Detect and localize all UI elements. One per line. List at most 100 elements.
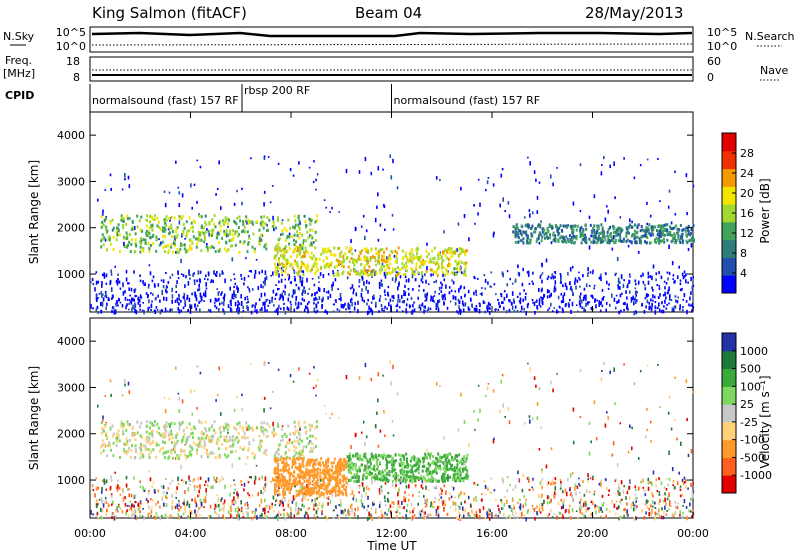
data-cell <box>314 246 317 250</box>
scatter-point <box>124 296 127 301</box>
scatter-point <box>153 283 156 288</box>
scatter-point <box>277 307 279 311</box>
scatter-point <box>508 514 511 518</box>
data-cell <box>140 446 143 450</box>
scatter-point <box>225 440 228 444</box>
data-cell <box>280 270 283 274</box>
scatter-point <box>656 284 659 287</box>
freq-label-2: [MHz] <box>3 67 35 80</box>
scatter-point <box>437 299 439 304</box>
scatter-point <box>124 383 126 387</box>
scatter-point <box>608 489 610 492</box>
data-cell <box>540 239 543 243</box>
data-cell <box>620 229 623 233</box>
data-cell <box>311 257 314 261</box>
data-cell <box>565 235 568 239</box>
data-cell <box>100 245 103 249</box>
data-cell <box>415 267 418 271</box>
scatter-point <box>585 283 588 288</box>
data-cell <box>158 226 161 229</box>
scatter-point <box>546 295 549 299</box>
data-cell <box>170 226 173 230</box>
scatter-point <box>221 291 223 294</box>
scatter-point <box>499 409 501 414</box>
data-cell <box>289 255 292 259</box>
scatter-point <box>154 297 157 301</box>
data-cell <box>148 247 151 251</box>
scatter-point <box>600 171 603 176</box>
data-cell <box>188 422 191 426</box>
scatter-point <box>527 362 529 365</box>
scatter-point <box>367 495 369 500</box>
data-cell <box>120 214 123 218</box>
data-cell <box>345 246 348 250</box>
scatter-point <box>580 498 582 502</box>
scatter-point <box>635 500 637 503</box>
data-cell <box>381 254 384 258</box>
data-cell <box>312 264 315 268</box>
data-cell <box>382 258 385 262</box>
scatter-point <box>674 485 676 490</box>
data-cell <box>134 242 137 245</box>
scatter-point <box>578 477 580 480</box>
scatter-point <box>546 289 549 294</box>
scatter-point <box>552 310 554 313</box>
scatter-point <box>307 292 309 295</box>
scatter-point <box>691 509 694 514</box>
scatter-point <box>133 513 136 517</box>
scatter-point <box>398 512 401 515</box>
data-cell <box>180 448 182 452</box>
scatter-point <box>363 299 365 303</box>
scatter-point <box>394 486 397 489</box>
scatter-point <box>552 275 555 280</box>
scatter-point <box>147 285 150 289</box>
scatter-point <box>691 288 694 293</box>
data-cell <box>322 259 325 263</box>
data-cell <box>554 237 557 240</box>
scatter-point <box>423 495 425 498</box>
scatter-point <box>264 511 266 515</box>
data-cell <box>262 432 265 436</box>
data-cell <box>190 453 193 457</box>
scatter-point <box>242 305 244 309</box>
scatter-point <box>476 513 478 518</box>
scatter-point <box>175 496 177 499</box>
data-cell <box>193 426 196 430</box>
scatter-point <box>220 499 222 502</box>
scatter-point <box>237 300 239 304</box>
scatter-point <box>125 277 128 282</box>
data-cell <box>116 226 118 230</box>
data-cell <box>192 229 194 233</box>
scatter-point <box>541 287 543 292</box>
data-cell <box>168 422 171 426</box>
scatter-point <box>177 186 180 189</box>
nsearch-tick-high: 10^5 <box>707 26 737 39</box>
data-cell <box>678 228 681 232</box>
scatter-point <box>231 295 233 300</box>
scatter-point <box>178 504 180 507</box>
scatter-point <box>512 488 514 491</box>
scatter-point <box>390 514 392 519</box>
scatter-point <box>124 177 126 181</box>
scatter-point <box>168 191 171 194</box>
scatter-point <box>271 185 274 187</box>
scatter-point <box>265 299 267 303</box>
data-cell <box>460 251 463 255</box>
data-cell <box>230 450 232 454</box>
scatter-point <box>171 308 173 312</box>
scatter-point <box>384 500 386 502</box>
scatter-point <box>263 280 266 285</box>
data-cell <box>673 237 676 241</box>
scatter-point <box>148 505 150 510</box>
scatter-point <box>327 273 330 276</box>
data-cell <box>101 426 104 430</box>
scatter-point <box>570 309 572 314</box>
data-cell <box>214 431 217 435</box>
scatter-point <box>509 483 511 487</box>
scatter-point <box>655 272 658 276</box>
data-cell <box>670 227 673 231</box>
data-cell <box>112 432 115 436</box>
scatter-point <box>198 213 200 217</box>
scatter-point <box>355 227 357 231</box>
data-cell <box>272 225 275 229</box>
